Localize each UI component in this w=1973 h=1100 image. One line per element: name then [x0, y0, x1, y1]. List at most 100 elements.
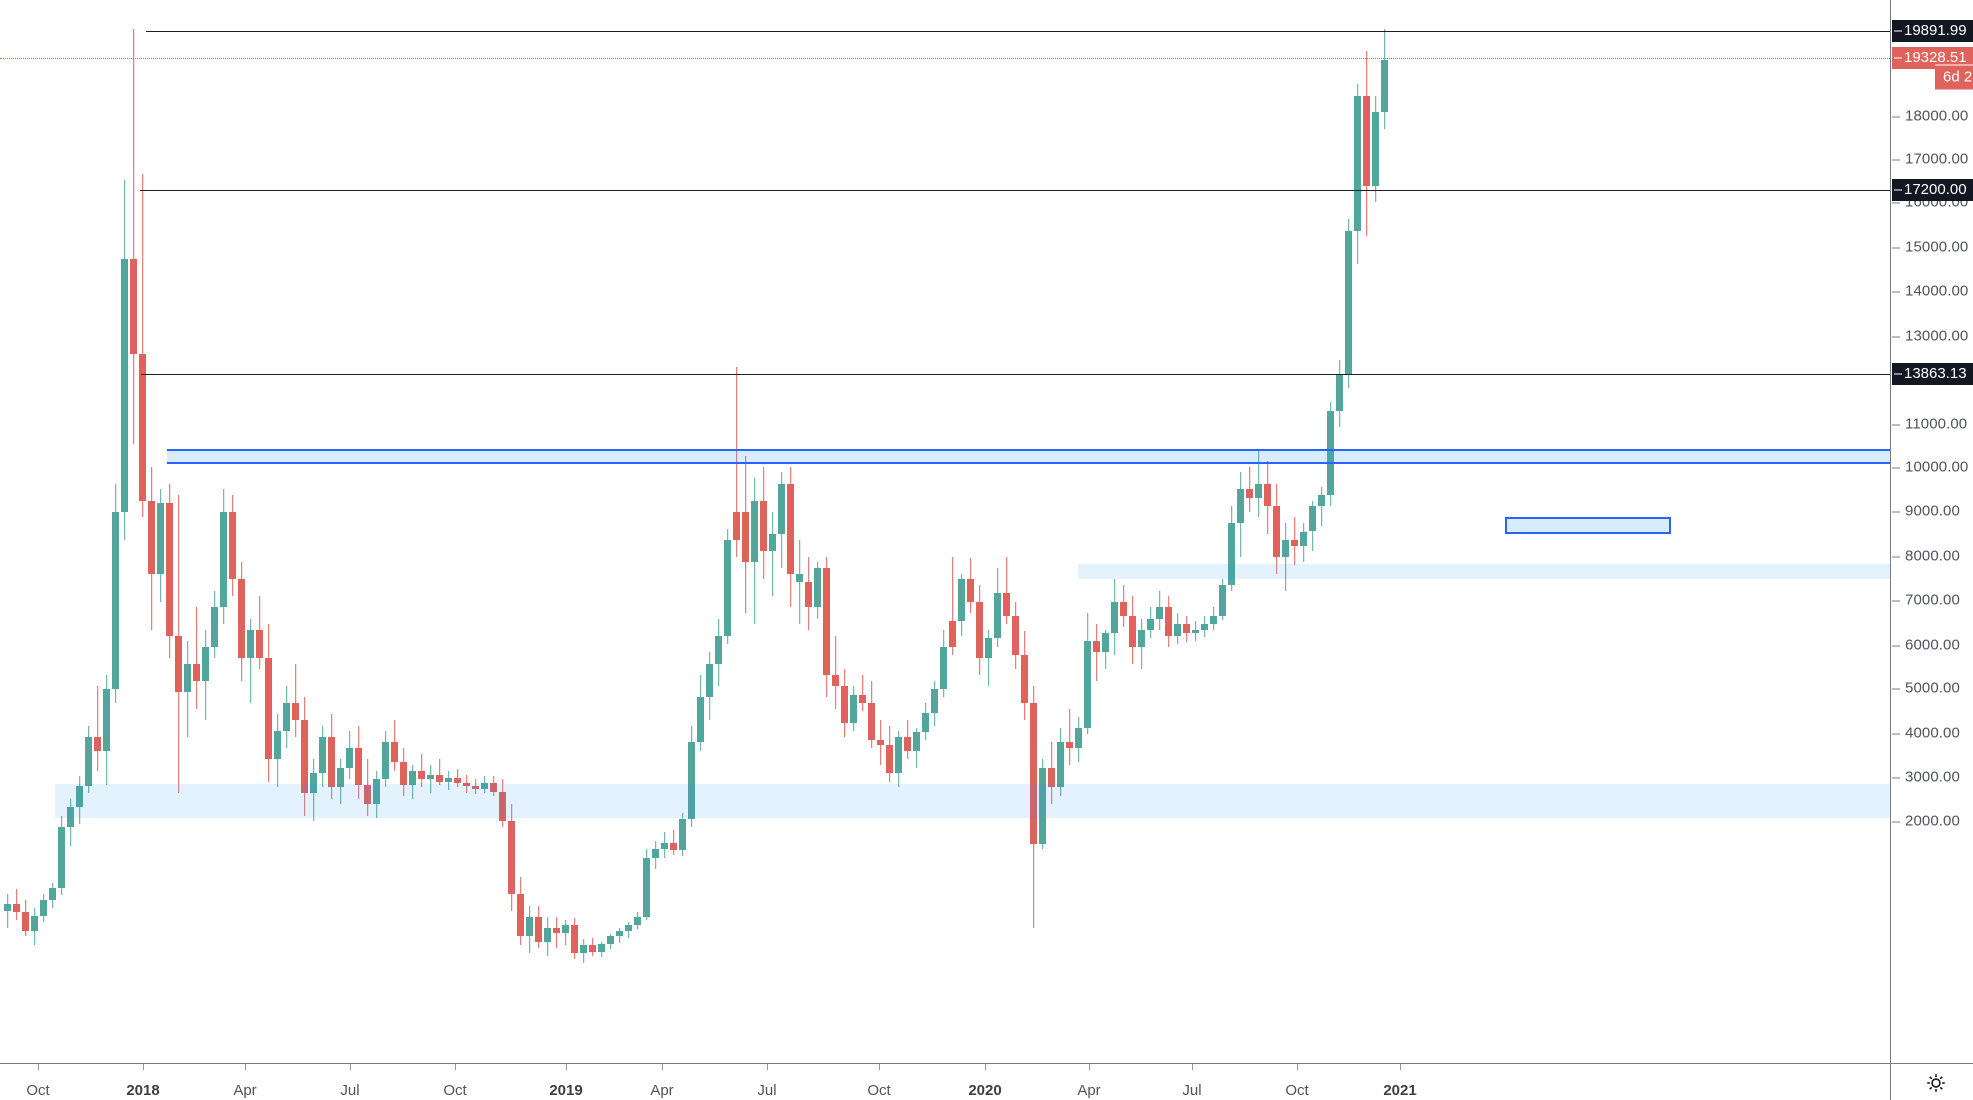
candle[interactable]	[409, 0, 416, 1063]
candle[interactable]	[922, 0, 929, 1063]
candle[interactable]	[1012, 0, 1019, 1063]
candle[interactable]	[175, 0, 182, 1063]
candle[interactable]	[724, 0, 731, 1063]
candle[interactable]	[1048, 0, 1055, 1063]
candle[interactable]	[796, 0, 803, 1063]
candle[interactable]	[508, 0, 515, 1063]
candle[interactable]	[760, 0, 767, 1063]
candle[interactable]	[553, 0, 560, 1063]
candle[interactable]	[184, 0, 191, 1063]
candle[interactable]	[1363, 0, 1370, 1063]
candle[interactable]	[859, 0, 866, 1063]
candle[interactable]	[454, 0, 461, 1063]
candle[interactable]	[1210, 0, 1217, 1063]
candle[interactable]	[526, 0, 533, 1063]
candle[interactable]	[958, 0, 965, 1063]
candle[interactable]	[22, 0, 29, 1063]
resistance-line-label[interactable]: 19891.99	[1892, 20, 1973, 42]
candle[interactable]	[265, 0, 272, 1063]
candle[interactable]	[904, 0, 911, 1063]
candle[interactable]	[67, 0, 74, 1063]
candle[interactable]	[895, 0, 902, 1063]
candle[interactable]	[364, 0, 371, 1063]
candle[interactable]	[355, 0, 362, 1063]
candle[interactable]	[103, 0, 110, 1063]
candle[interactable]	[1066, 0, 1073, 1063]
price-axis[interactable]: 18000.00 17000.00 16000.00 15000.00 14000.00…	[1890, 0, 1973, 1063]
candle[interactable]	[1372, 0, 1379, 1063]
candle[interactable]	[328, 0, 335, 1063]
candle[interactable]	[445, 0, 452, 1063]
candle[interactable]	[490, 0, 497, 1063]
candle[interactable]	[670, 0, 677, 1063]
candle[interactable]	[85, 0, 92, 1063]
candle[interactable]	[1255, 0, 1262, 1063]
candle[interactable]	[427, 0, 434, 1063]
candle[interactable]	[598, 0, 605, 1063]
candle[interactable]	[1138, 0, 1145, 1063]
candle[interactable]	[400, 0, 407, 1063]
candle[interactable]	[40, 0, 47, 1063]
candle[interactable]	[1129, 0, 1136, 1063]
candle[interactable]	[1102, 0, 1109, 1063]
candle[interactable]	[1237, 0, 1244, 1063]
support-band-6200[interactable]	[55, 784, 1890, 818]
candle[interactable]	[1354, 0, 1361, 1063]
resistance-line-label[interactable]: 17200.00	[1892, 179, 1973, 201]
candle[interactable]	[247, 0, 254, 1063]
candle[interactable]	[499, 0, 506, 1063]
chart-plot-area[interactable]	[0, 0, 1890, 1063]
candle[interactable]	[742, 0, 749, 1063]
candle[interactable]	[697, 0, 704, 1063]
candle[interactable]	[4, 0, 11, 1063]
candle[interactable]	[301, 0, 308, 1063]
candle[interactable]	[238, 0, 245, 1063]
candle[interactable]	[1057, 0, 1064, 1063]
candle[interactable]	[571, 0, 578, 1063]
candle[interactable]	[562, 0, 569, 1063]
candle[interactable]	[967, 0, 974, 1063]
candle[interactable]	[652, 0, 659, 1063]
candle[interactable]	[1246, 0, 1253, 1063]
candle[interactable]	[76, 0, 83, 1063]
candle[interactable]	[1075, 0, 1082, 1063]
candle[interactable]	[1264, 0, 1271, 1063]
candle[interactable]	[463, 0, 470, 1063]
candle[interactable]	[1309, 0, 1316, 1063]
candle[interactable]	[1084, 0, 1091, 1063]
candle[interactable]	[436, 0, 443, 1063]
time-axis[interactable]: Oct 2018 Apr Jul Oct 2019 Apr Jul Oct 2020 Apr Jul O…	[0, 1063, 1973, 1100]
candle[interactable]	[229, 0, 236, 1063]
candle[interactable]	[976, 0, 983, 1063]
candle[interactable]	[256, 0, 263, 1063]
candle[interactable]	[1219, 0, 1226, 1063]
candle[interactable]	[1093, 0, 1100, 1063]
candle[interactable]	[481, 0, 488, 1063]
candle[interactable]	[382, 0, 389, 1063]
candle[interactable]	[580, 0, 587, 1063]
candle[interactable]	[517, 0, 524, 1063]
candle[interactable]	[58, 0, 65, 1063]
candle[interactable]	[1147, 0, 1154, 1063]
candle[interactable]	[139, 0, 146, 1063]
candle[interactable]	[616, 0, 623, 1063]
candle[interactable]	[220, 0, 227, 1063]
candle[interactable]	[283, 0, 290, 1063]
candle[interactable]	[868, 0, 875, 1063]
supply-band-10300[interactable]	[1078, 564, 1890, 579]
consolidation-box-11300[interactable]	[1505, 517, 1671, 534]
resistance-line-label[interactable]: 13863.13	[1892, 363, 1973, 385]
candle[interactable]	[643, 0, 650, 1063]
candle[interactable]	[949, 0, 956, 1063]
candle[interactable]	[1021, 0, 1028, 1063]
candle[interactable]	[832, 0, 839, 1063]
candle[interactable]	[418, 0, 425, 1063]
candle[interactable]	[13, 0, 20, 1063]
candle[interactable]	[607, 0, 614, 1063]
candle[interactable]	[1318, 0, 1325, 1063]
candle[interactable]	[157, 0, 164, 1063]
candle[interactable]	[589, 0, 596, 1063]
horizontal-ray-1[interactable]	[140, 190, 1890, 191]
candle[interactable]	[130, 0, 137, 1063]
candle[interactable]	[391, 0, 398, 1063]
